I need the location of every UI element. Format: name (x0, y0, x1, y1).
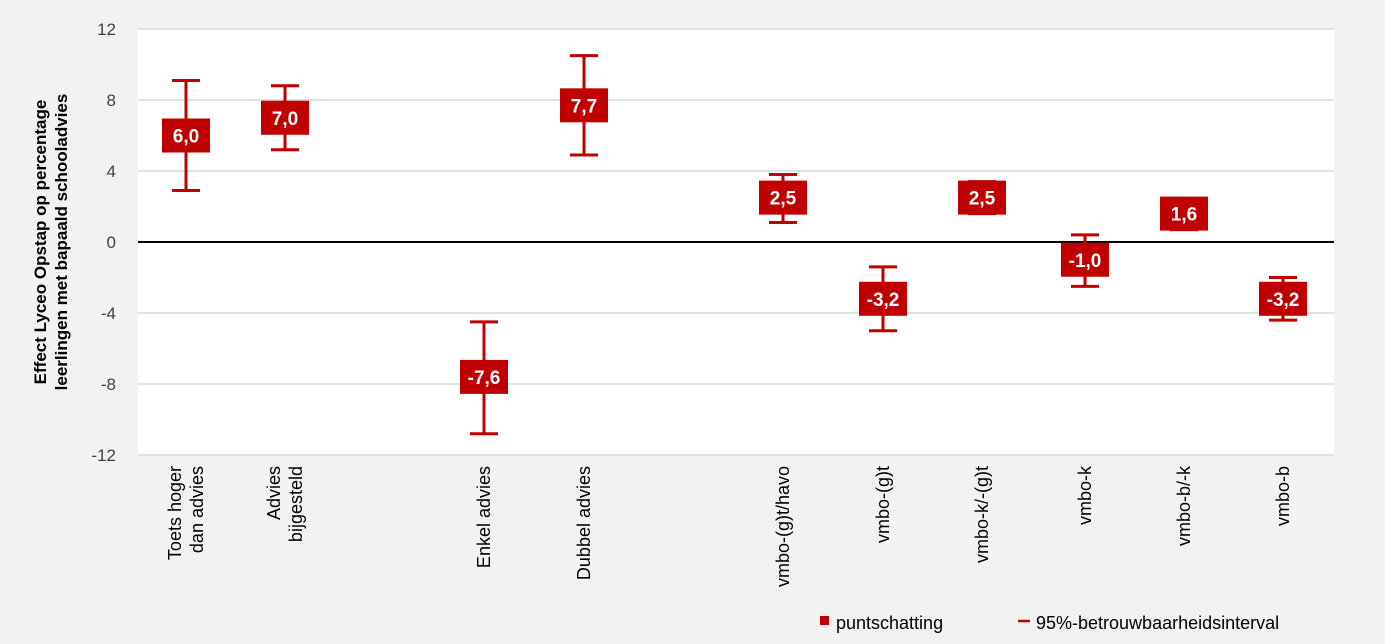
x-tick-label: Enkel advies (474, 466, 494, 568)
point-estimate-marker (560, 88, 608, 123)
x-tick-label: Dubbel advies (574, 466, 594, 580)
legend-interval-label: 95%-betrouwbaarheidsinterval (1036, 613, 1279, 633)
legend-point-swatch (820, 616, 829, 625)
point-estimate-marker (958, 180, 1006, 215)
data-label: 1,6 (1171, 205, 1197, 226)
point-estimate-marker (162, 118, 210, 153)
data-label: -7,6 (468, 368, 501, 389)
y-tick-label: 4 (107, 162, 116, 181)
point-estimate-marker (1259, 281, 1307, 316)
x-tick-label: vmbo-(g)t (873, 466, 893, 543)
data-label: 7,0 (272, 109, 298, 130)
point-estimate-marker (1061, 242, 1109, 277)
data-label: -3,2 (867, 290, 900, 311)
point-estimate-marker (1160, 196, 1208, 231)
data-label: 2,5 (969, 189, 996, 210)
x-tick-label: vmbo-k/-(g)t (972, 466, 992, 563)
y-tick-label: -4 (101, 304, 116, 323)
x-tick-label: dan advies (187, 466, 207, 553)
x-tick-label: vmbo-k (1075, 465, 1095, 525)
y-axis-label-line-2: leerlingen met bapaald schooladvies (52, 94, 71, 391)
x-tick-label: vmbo-b (1273, 466, 1293, 526)
y-tick-label: -12 (91, 446, 116, 465)
y-tick-label: -8 (101, 375, 116, 394)
data-label: 6,0 (173, 127, 199, 148)
data-label: 2,5 (770, 189, 797, 210)
data-label: -1,0 (1069, 251, 1102, 272)
x-tick-label: Toets hoger (165, 466, 185, 560)
point-estimate-marker (460, 359, 508, 394)
x-tick-label: bijgesteld (286, 466, 306, 542)
y-tick-label: 12 (97, 20, 116, 39)
point-estimate-marker (859, 281, 907, 316)
x-tick-label: Advies (264, 466, 284, 520)
data-label: -3,2 (1267, 290, 1300, 311)
y-axis-label-line-1: Effect Lyceo Opstap op percentage (31, 100, 50, 385)
legend-point-label: puntschatting (836, 613, 943, 633)
point-estimate-marker (261, 100, 309, 135)
x-tick-label: vmbo-b/-k (1174, 465, 1194, 546)
y-tick-label: 0 (107, 233, 116, 252)
y-tick-label: 8 (107, 91, 116, 110)
point-estimate-marker (759, 180, 807, 215)
data-label: 7,7 (571, 96, 597, 117)
x-tick-label: vmbo-(g)t/havo (773, 466, 793, 587)
